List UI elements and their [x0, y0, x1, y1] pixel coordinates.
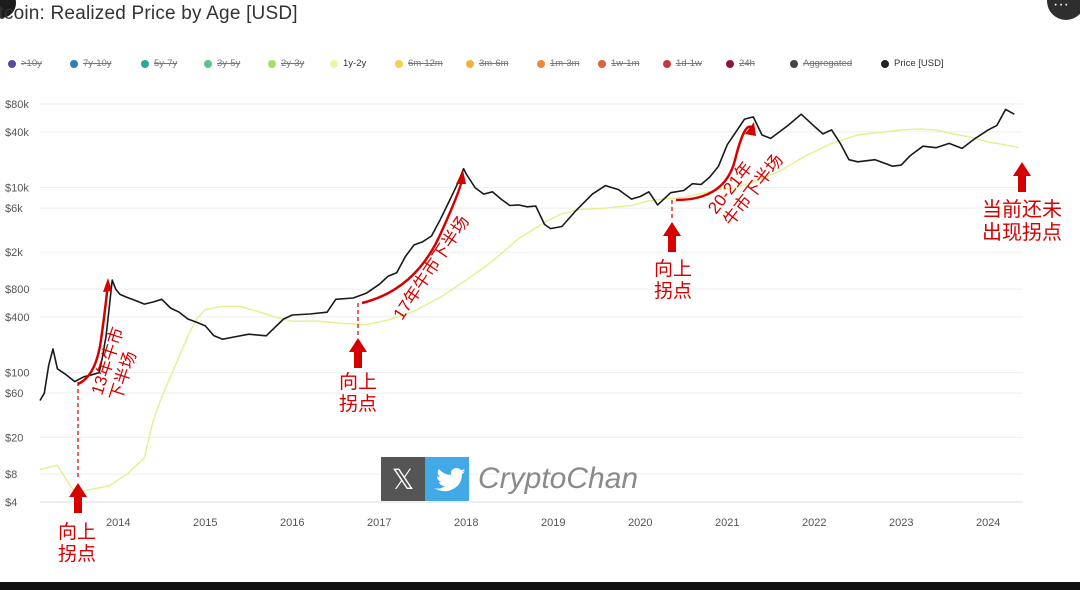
up-arrow-icon — [349, 338, 367, 368]
legend-label: 1d-1w — [676, 58, 702, 69]
price-line — [39, 108, 1015, 401]
more-icon: ··· — [1053, 0, 1069, 13]
legend-label: 2y-3y — [281, 58, 305, 69]
legend-swatch — [330, 59, 338, 68]
x-tick-label: 2023 — [889, 517, 913, 529]
annotation-bull-2021: 20-21年牛市下半场 — [704, 139, 787, 230]
legend-item-1m-3m[interactable]: 1m-3m — [537, 58, 580, 69]
legend-label: 5y-7y — [154, 58, 178, 69]
legend-swatch — [537, 59, 545, 68]
y-tick-label: $6k — [5, 203, 23, 215]
y-tick-label: $80k — [5, 99, 29, 111]
legend-item-24h[interactable]: 24h — [726, 58, 755, 69]
legend-swatch — [268, 59, 276, 68]
legend-swatch — [8, 59, 16, 68]
grid-lines — [40, 103, 1023, 503]
legend-label: 3m-6m — [479, 58, 509, 69]
legend-item-price-usd-[interactable]: Price [USD] — [881, 58, 944, 69]
x-tick-label: 2020 — [628, 517, 652, 529]
y-tick-label: $400 — [5, 312, 29, 324]
bull-run-curve-2017 — [361, 175, 464, 305]
up-arrow-icon — [663, 222, 681, 252]
y-tick-label: $10k — [5, 183, 29, 195]
curve-arrowhead — [745, 122, 756, 136]
annotation-turning-point-2020: 向上拐点 — [654, 258, 692, 302]
y-tick-label: $8 — [5, 469, 17, 481]
annotation-bull-2013: 13年牛市下半场 — [88, 325, 146, 403]
bull-run-curve-2021 — [675, 125, 753, 202]
y-tick-label: $2k — [5, 247, 23, 259]
legend-label: >10y — [21, 58, 42, 69]
annotation-turning-point-2013: 向上拐点 — [58, 521, 96, 565]
annotations: 向上拐点13年牛市下半场 向上拐点17年牛市下半场 向上拐点20-21年牛市下半场当… — [58, 122, 1062, 565]
legend-label: 1m-3m — [550, 58, 580, 69]
annotation-turning-point-2016: 向上拐点 — [339, 371, 377, 415]
y-tick-label: $100 — [5, 368, 29, 380]
x-tick-label: 2016 — [280, 517, 304, 529]
y-tick-label: $60 — [5, 388, 23, 400]
up-arrow-icon — [69, 483, 87, 513]
curve-arrowhead — [456, 170, 466, 184]
legend-swatch — [395, 59, 403, 68]
chart-title: itcoin: Realized Price by Age [USD] — [0, 3, 298, 24]
watermark: 𝕏 CryptoChan — [381, 457, 638, 501]
legend-item-3m-6m[interactable]: 3m-6m — [466, 58, 509, 69]
legend-item-1w-1m[interactable]: 1w-1m — [598, 58, 640, 69]
x-tick-label: 2019 — [541, 517, 565, 529]
x-tick-label: 2024 — [976, 517, 1000, 529]
legend-label: 24h — [739, 58, 755, 69]
watermark-text: CryptoChan — [478, 462, 638, 495]
legend-swatch — [790, 59, 798, 68]
legend-swatch — [881, 59, 889, 68]
realized-1y-2y-line — [39, 128, 1019, 494]
annotation-current: 当前还未出现拐点 — [982, 198, 1062, 244]
legend-swatch — [726, 59, 734, 68]
legend-swatch — [598, 59, 606, 68]
x-tick-label: 2018 — [454, 517, 478, 529]
x-tick-label: 2014 — [106, 517, 130, 529]
y-tick-label: $20 — [5, 432, 23, 444]
legend-item-3y-5y[interactable]: 3y-5y — [204, 58, 240, 69]
legend-label: Price [USD] — [894, 58, 944, 69]
legend-label: 3y-5y — [217, 58, 241, 69]
y-tick-label: $800 — [5, 284, 29, 296]
x-tick-label: 2021 — [715, 517, 739, 529]
legend-label: 1y-2y — [343, 58, 367, 69]
x-axis-ticks: 2014 2015 2016 2017 2018 2019 2020 2021 2022 2023… — [106, 517, 1000, 529]
legend-swatch — [663, 59, 671, 68]
legend-swatch — [204, 59, 212, 68]
legend-item-1y-2y[interactable]: 1y-2y — [330, 58, 366, 69]
x-tick-label: 2017 — [367, 517, 391, 529]
legend-label: 6m-12m — [408, 58, 443, 69]
bull-run-curve-2013 — [77, 281, 110, 386]
legend-item-5y-7y[interactable]: 5y-7y — [141, 58, 177, 69]
legend-label: 1w-1m — [611, 58, 640, 69]
twitter-bird-icon — [434, 468, 465, 492]
legend-swatch — [70, 59, 78, 68]
x-tick-label: 2022 — [802, 517, 826, 529]
legend-swatch — [141, 59, 149, 68]
legend-swatch — [466, 59, 474, 68]
legend-item-aggregated[interactable]: Aggregated — [790, 58, 852, 69]
legend-item-7y-10y[interactable]: 7y-10y — [70, 58, 112, 69]
annotation-bull-2017: 17年牛市下半场 — [390, 212, 473, 323]
curve-arrowhead — [103, 278, 112, 292]
up-arrow-icon — [1013, 162, 1031, 192]
series-lines — [39, 108, 1019, 494]
bottom-bar — [0, 582, 1080, 590]
legend-label: Aggregated — [803, 58, 853, 69]
x-tick-label: 2015 — [193, 517, 217, 529]
legend-label: 7y-10y — [83, 58, 112, 69]
legend-item-1d-1w[interactable]: 1d-1w — [663, 58, 702, 69]
y-tick-label: $4 — [5, 497, 17, 509]
x-logo-glyph: 𝕏 — [392, 464, 415, 495]
legend-item-6m-12m[interactable]: 6m-12m — [395, 58, 443, 69]
y-tick-label: $40k — [5, 127, 29, 139]
x-logo-icon — [381, 457, 425, 501]
legend-item--10y[interactable]: >10y — [8, 58, 42, 69]
overflow-menu-button[interactable]: ··· — [1047, 0, 1080, 20]
y-axis-ticks: $80k $40k $10k $6k $2k $800 $400 $100 $60 $20 $8 $4 — [5, 99, 29, 509]
legend-item-2y-3y[interactable]: 2y-3y — [268, 58, 304, 69]
